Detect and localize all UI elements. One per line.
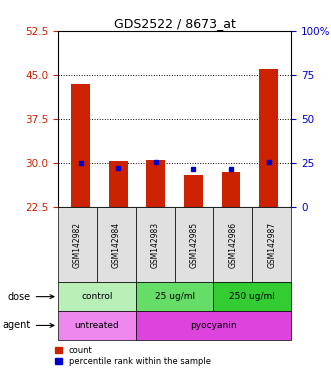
Text: GSM142984: GSM142984	[112, 222, 121, 268]
Bar	[174, 207, 213, 282]
Text: GSM142982: GSM142982	[73, 222, 82, 268]
Bar	[184, 175, 203, 207]
Text: dose: dose	[8, 291, 54, 302]
Bar	[109, 161, 127, 207]
Bar	[213, 207, 252, 282]
Text: untreated: untreated	[74, 321, 119, 330]
Bar	[136, 282, 213, 311]
Bar	[97, 207, 136, 282]
Bar	[252, 207, 291, 282]
Text: GSM142987: GSM142987	[267, 222, 276, 268]
Text: 25 ug/ml: 25 ug/ml	[155, 292, 195, 301]
Legend: count, percentile rank within the sample: count, percentile rank within the sample	[56, 346, 211, 366]
Text: 250 ug/ml: 250 ug/ml	[229, 292, 275, 301]
Bar	[58, 282, 136, 311]
Bar	[259, 69, 278, 207]
Title: GDS2522 / 8673_at: GDS2522 / 8673_at	[114, 17, 236, 30]
Text: GSM142983: GSM142983	[151, 222, 160, 268]
Bar	[58, 207, 97, 282]
Bar	[213, 282, 291, 311]
Bar	[58, 311, 136, 340]
Bar	[146, 160, 165, 207]
Bar	[136, 311, 291, 340]
Bar	[136, 207, 174, 282]
Text: agent: agent	[2, 320, 54, 331]
Bar	[222, 172, 240, 207]
Text: pyocyanin: pyocyanin	[190, 321, 237, 330]
Text: GSM142986: GSM142986	[228, 222, 237, 268]
Text: GSM142985: GSM142985	[190, 222, 199, 268]
Bar	[71, 84, 90, 207]
Text: control: control	[81, 292, 113, 301]
